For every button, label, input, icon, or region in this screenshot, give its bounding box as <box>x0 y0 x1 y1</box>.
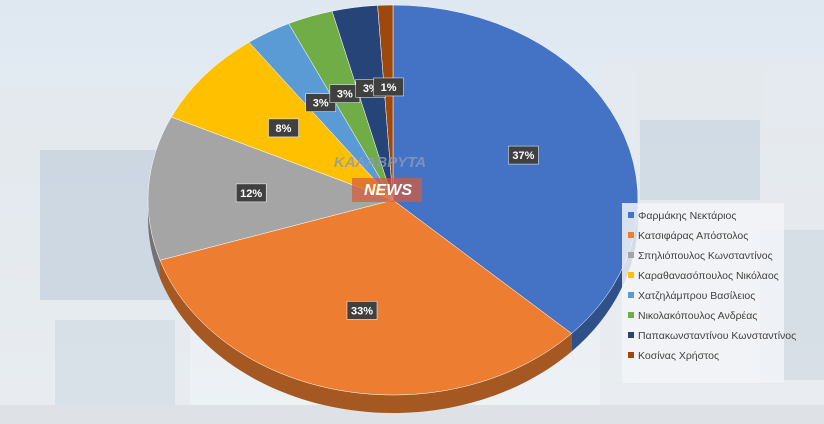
legend-swatch <box>628 212 634 218</box>
legend-label: Χατζηλάμπρου Βασίλειος <box>638 290 755 302</box>
data-label-box <box>346 301 378 320</box>
data-label: 37% <box>512 150 534 162</box>
watermark: NEWS <box>364 182 412 199</box>
legend-swatch <box>628 352 634 358</box>
data-label: 1% <box>381 82 397 94</box>
legend-swatch <box>628 272 634 278</box>
legend-swatch <box>628 292 634 298</box>
legend-label: Κοσίνας Χρήστος <box>638 350 719 362</box>
data-label: 12% <box>240 188 262 200</box>
data-label: 8% <box>276 123 292 135</box>
legend-swatch <box>628 232 634 238</box>
data-label: 33% <box>351 305 373 317</box>
data-label-box <box>373 77 404 97</box>
slice <box>377 4 394 201</box>
data-label-box <box>268 118 299 138</box>
legend: Φαρμάκης Νεκτάριος Κατσιφάρας Απόστολος Σπ… <box>622 203 796 383</box>
data-labels: 37%33%12%8%3%3% 3% 1% <box>235 77 539 320</box>
legend-label: Καραθανασόπουλος Νικόλαος <box>638 270 779 282</box>
legend-label: Κατσιφάρας Απόστολος <box>638 230 748 242</box>
legend-swatch <box>628 332 634 338</box>
legend-label: Παπακωνσταντίνου Κωνσταντίνος <box>638 330 796 342</box>
legend-swatch <box>628 312 634 318</box>
data-label-box <box>508 145 539 165</box>
slice-side <box>159 260 572 413</box>
watermark: ΚΑΛΑΒΡΥΤΑ <box>334 154 426 171</box>
legend-swatch <box>628 252 634 258</box>
data-label: 3% <box>337 88 353 100</box>
slice-side <box>148 200 160 279</box>
legend-box <box>622 203 784 383</box>
legend-label: Νικολακόπουλος Ανδρέας <box>638 310 757 322</box>
slice <box>147 116 394 261</box>
slice <box>159 199 572 396</box>
watermark-box <box>352 178 422 202</box>
data-label-box <box>235 183 267 203</box>
legend-label: Φαρμάκης Νεκτάριος <box>638 210 736 222</box>
data-label: 3% <box>313 98 329 110</box>
slice <box>392 4 639 334</box>
pie <box>147 4 639 413</box>
legend-label: Σπηλιόπουλος Κωνσταντίνος <box>638 250 773 262</box>
